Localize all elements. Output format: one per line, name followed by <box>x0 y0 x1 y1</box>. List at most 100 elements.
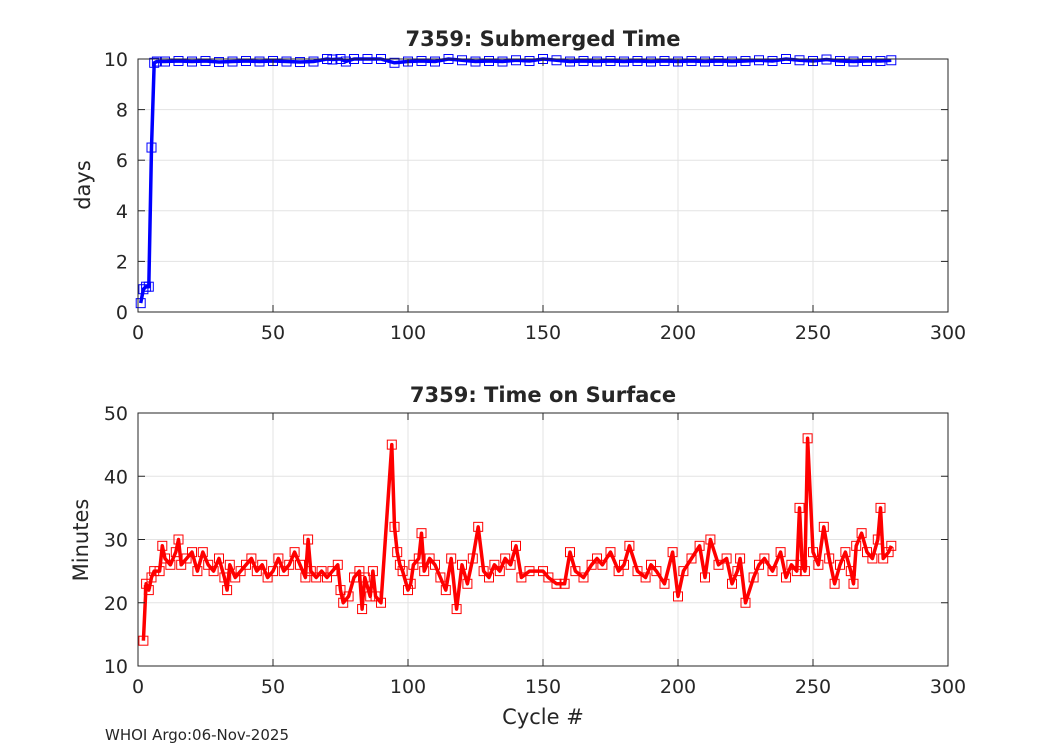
surface-time-data-point <box>295 559 305 570</box>
submerged-time-data-point <box>151 56 162 67</box>
surface-time-y-tick-label: 30 <box>104 530 128 552</box>
submerged-time-data-point <box>821 54 832 65</box>
submerged-time-x-tick-label: 200 <box>660 322 696 344</box>
submerged-time-data-point <box>497 56 508 67</box>
surface-time-x-tick-label: 300 <box>930 676 966 698</box>
submerged-time-data-point <box>794 55 805 66</box>
surface-time-data-point <box>570 566 581 577</box>
submerged-time-data-point <box>327 54 338 65</box>
footer-credit: WHOI Argo:06-Nov-2025 <box>105 726 289 744</box>
surface-time-data-point <box>408 559 419 570</box>
surface-time-data-point <box>659 578 670 589</box>
submerged-time-data-point <box>308 56 319 67</box>
surface-time-data-point <box>467 553 478 564</box>
surface-time-data-point <box>146 572 157 583</box>
surface-time-data-point <box>268 566 278 577</box>
surface-time-data-point <box>524 566 535 577</box>
surface-time-data-point <box>170 547 181 558</box>
submerged-time-data-point <box>227 56 238 67</box>
surface-time-x-tick-label: 200 <box>660 676 696 698</box>
surface-time-x-tick-label: 250 <box>795 676 831 698</box>
submerged-time-data-point <box>646 56 656 67</box>
surface-time-data-point <box>257 559 268 570</box>
surface-time-data-point <box>624 540 635 551</box>
submerged-time-data-point <box>138 284 149 295</box>
submerged-time-ticks: 0 50 100 150 200 250 300 0 2 4 6 8 10 <box>104 49 966 344</box>
surface-time-data-point <box>289 547 300 558</box>
submerged-time-y-tick-label: 6 <box>116 150 128 172</box>
surface-time-data-point <box>327 566 338 577</box>
surface-time-data-point <box>365 591 376 602</box>
surface-time-data-point <box>376 597 386 608</box>
surface-time-data-point <box>678 566 689 577</box>
surface-time-data-point <box>392 547 403 558</box>
submerged-time-data-point <box>470 56 481 67</box>
surface-time-data-point <box>451 604 462 615</box>
surface-time-data-point <box>551 578 562 589</box>
surface-time-data-point <box>214 553 224 564</box>
surface-time-data-point <box>435 572 446 583</box>
submerged-time-y-tick-label: 8 <box>116 100 128 122</box>
surface-time-data-point <box>473 521 484 532</box>
surface-time-data-point <box>845 566 856 577</box>
submerged-time-data-point <box>281 56 292 67</box>
surface-time-data-point <box>203 559 214 570</box>
surface-time-data-point <box>505 559 516 570</box>
surface-time-data-point <box>856 528 867 539</box>
submerged-time-data-point <box>673 56 683 67</box>
surface-time-data-point <box>700 572 710 583</box>
surface-time-data-point <box>419 566 430 577</box>
submerged-time-x-tick-label: 0 <box>132 322 144 344</box>
surface-time-chart: 0 50 100 150 200 250 300 10 20 30 40 50 7359: Time … <box>69 383 966 729</box>
surface-time-data-point <box>775 547 786 558</box>
surface-time-x-tick-label: 100 <box>390 676 426 698</box>
surface-time-data-point <box>872 534 883 545</box>
submerged-time-data-point <box>551 55 562 66</box>
surface-time-data-point <box>154 566 165 577</box>
surface-time-data-point <box>835 559 845 570</box>
surface-time-data-point <box>735 553 746 564</box>
surface-time-data-point <box>187 547 197 558</box>
surface-time-data-point <box>357 604 368 615</box>
surface-time-data-point <box>489 559 500 570</box>
surface-time-data-point <box>413 553 424 564</box>
surface-time-data-point <box>219 572 230 583</box>
surface-time-data-point <box>875 502 886 513</box>
surface-time-data-point <box>157 540 168 551</box>
surface-time-data-point <box>138 635 149 646</box>
submerged-time-data-point <box>524 56 535 67</box>
surface-time-data-point <box>397 566 408 577</box>
surface-time-data-point <box>818 521 829 532</box>
submerged-time-data-point <box>146 142 157 153</box>
submerged-time-data-point <box>565 56 575 67</box>
submerged-time-data-point <box>875 56 886 67</box>
submerged-time-data-point <box>740 56 751 67</box>
surface-time-data-point <box>511 540 521 551</box>
surface-time-x-tick-label: 0 <box>132 676 144 698</box>
surface-time-data-point <box>619 559 629 570</box>
surface-time-data-point <box>403 585 413 596</box>
surface-time-data-point <box>311 572 322 583</box>
surface-time-data-point <box>305 566 316 577</box>
submerged-time-data-point <box>835 56 845 67</box>
surface-time-data-point <box>359 572 370 583</box>
submerged-time-data-point <box>457 55 467 66</box>
surface-time-data-point <box>160 553 170 564</box>
surface-time-data-point <box>651 566 662 577</box>
submerged-time-data-point <box>143 281 154 292</box>
surface-time-data-point <box>284 559 295 570</box>
surface-time-data-point <box>748 572 759 583</box>
surface-time-data-point <box>494 566 505 577</box>
submerged-time-data-point <box>848 56 859 67</box>
surface-time-data-point <box>829 578 840 589</box>
surface-time-data-point <box>794 502 805 513</box>
surface-time-data-point <box>543 572 554 583</box>
submerged-time-title: 7359: Submerged Time <box>405 27 680 51</box>
submerged-time-x-tick-label: 50 <box>261 322 285 344</box>
surface-time-data-point <box>732 566 743 577</box>
submerged-time-data-point <box>149 57 160 68</box>
surface-time-data-point <box>878 553 889 564</box>
surface-time-data-point <box>335 585 346 596</box>
surface-time-data-point <box>322 572 332 583</box>
